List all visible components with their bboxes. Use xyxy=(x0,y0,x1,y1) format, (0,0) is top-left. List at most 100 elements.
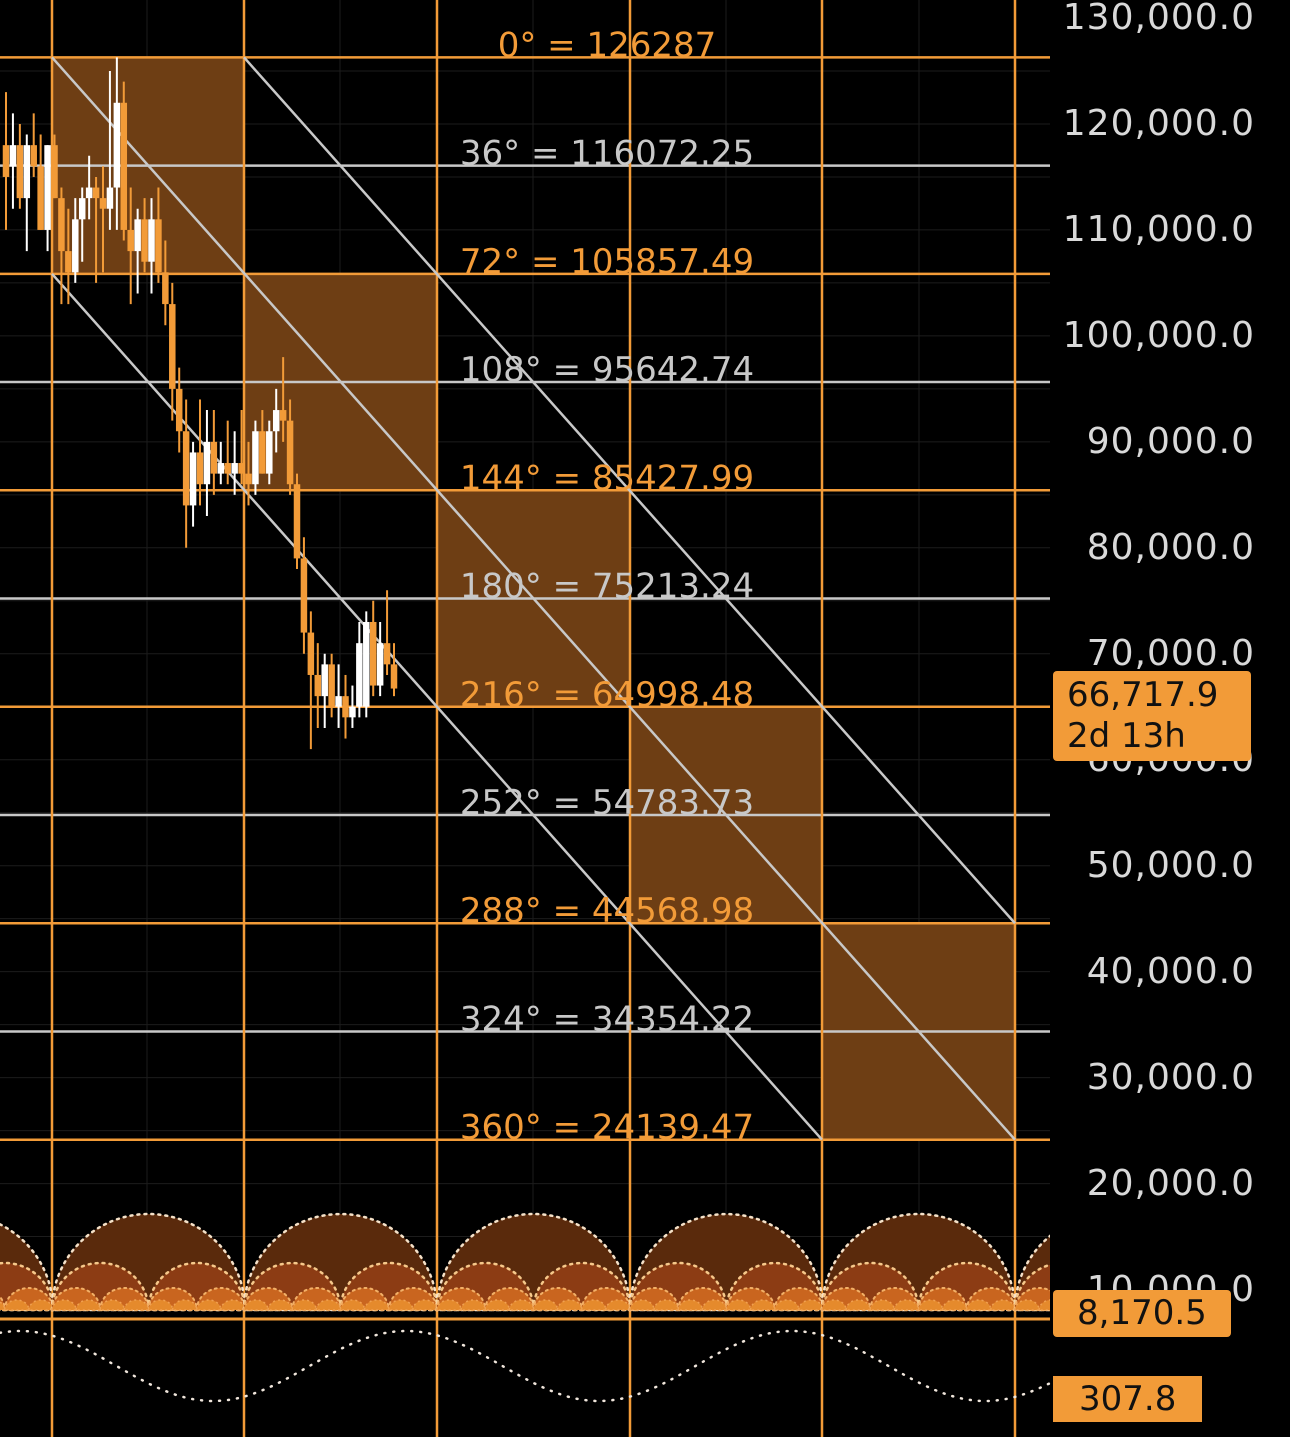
gann-level-label-1: 36° = 116072.25 xyxy=(460,134,754,174)
arc-tiny-4-2 xyxy=(677,1299,704,1311)
candle-body-48 xyxy=(335,696,342,707)
candle-body-20 xyxy=(141,219,148,262)
candle-36 xyxy=(252,420,259,495)
candle-41 xyxy=(286,399,294,495)
candle-38 xyxy=(266,420,273,485)
arc-tiny-1-0 xyxy=(51,1299,77,1311)
candle-30 xyxy=(210,410,218,495)
candle-body-47 xyxy=(328,664,335,707)
candles xyxy=(2,57,398,750)
candle-55 xyxy=(383,590,391,675)
gann-diagonal-0 xyxy=(51,56,1016,1141)
candle-22 xyxy=(155,187,162,283)
y-tick-label: 110,000.0 xyxy=(1062,208,1255,250)
candle-body-43 xyxy=(300,558,308,633)
cycle-wave xyxy=(0,1329,1052,1403)
candle-8 xyxy=(58,187,65,305)
gann-vertical-lines xyxy=(50,0,1017,1437)
candle-body-33 xyxy=(231,463,238,474)
candle-29 xyxy=(203,410,211,517)
arc-tiny-3-0 xyxy=(436,1299,462,1311)
gann-level-label-5: 180° = 75213.24 xyxy=(460,567,754,607)
candle-body-31 xyxy=(217,463,225,474)
candle-4 xyxy=(30,113,37,177)
arc-tiny-2-1 xyxy=(267,1299,294,1311)
candle-body-52 xyxy=(363,621,370,707)
candle-body-17 xyxy=(120,102,128,230)
candle-43 xyxy=(300,537,308,654)
arc-tiny-5-6 xyxy=(965,1299,992,1311)
arc-tiny-0-7 xyxy=(28,1299,54,1311)
candle-body-7 xyxy=(51,145,58,199)
arc-tiny-4-5 xyxy=(749,1299,776,1311)
candle-body-3 xyxy=(23,145,31,199)
candle-6 xyxy=(44,145,51,252)
cycle-arcs xyxy=(0,1212,1050,1312)
gann-level-label-4: 144° = 85427.99 xyxy=(460,458,754,498)
candle-17 xyxy=(120,81,128,241)
candle-body-35 xyxy=(245,473,252,485)
candle-5 xyxy=(37,134,44,230)
candle-body-1 xyxy=(9,145,17,167)
arc-tiny-3-2 xyxy=(484,1299,511,1311)
candle-body-11 xyxy=(78,198,86,220)
candle-body-25 xyxy=(175,388,183,432)
candle-body-5 xyxy=(37,166,44,230)
candle-50 xyxy=(349,685,356,728)
candle-53 xyxy=(369,600,377,697)
arc-tiny-2-5 xyxy=(363,1299,390,1311)
gann-level-label-6: 216° = 64998.48 xyxy=(460,675,754,715)
arc-tiny-4-1 xyxy=(653,1299,680,1311)
candle-body-27 xyxy=(189,452,197,506)
arc-tiny-1-1 xyxy=(75,1299,102,1311)
candle-14 xyxy=(99,166,107,273)
gann-level-label-0: 0° = 126287 xyxy=(498,25,717,65)
arc-tiny-4-4 xyxy=(725,1299,752,1311)
candle-39 xyxy=(272,388,280,453)
arc-tiny-1-4 xyxy=(147,1299,174,1311)
candle-body-23 xyxy=(162,272,169,305)
candle-body-53 xyxy=(369,621,377,686)
y-tick-label: 80,000.0 xyxy=(1086,526,1255,568)
candle-56 xyxy=(390,643,398,697)
candle-body-13 xyxy=(92,187,100,199)
arc-tiny-2-4 xyxy=(339,1299,366,1311)
candle-13 xyxy=(92,176,100,283)
candle-46 xyxy=(321,653,328,728)
candle-18 xyxy=(127,187,134,305)
arc-tiny-1-2 xyxy=(99,1299,126,1311)
candle-body-42 xyxy=(293,484,301,559)
arc-tiny-4-7 xyxy=(798,1299,824,1311)
arc-tiny-3-7 xyxy=(605,1299,631,1311)
y-tick-label: 100,000.0 xyxy=(1062,314,1255,356)
candle-body-45 xyxy=(314,674,322,697)
gann-level-label-9: 324° = 34354.22 xyxy=(460,999,754,1039)
y-tick-label: 70,000.0 xyxy=(1086,632,1255,674)
candle-body-8 xyxy=(58,198,65,252)
candle-34 xyxy=(238,410,245,485)
candle-body-46 xyxy=(321,664,328,697)
candle-body-10 xyxy=(72,219,79,273)
y-tick-label: 120,000.0 xyxy=(1062,102,1255,144)
arc-tiny-0-6 xyxy=(3,1299,30,1311)
candle-body-24 xyxy=(169,304,176,389)
arc-tiny-4-3 xyxy=(701,1299,728,1311)
candle-body-49 xyxy=(342,696,349,718)
candle-49 xyxy=(342,674,349,739)
gann-level-label-8: 288° = 44568.98 xyxy=(460,891,754,931)
candle-42 xyxy=(293,473,301,569)
candle-20 xyxy=(141,198,148,273)
candle-2 xyxy=(16,123,24,209)
candle-body-44 xyxy=(307,632,315,675)
arc-tiny-1-7 xyxy=(220,1299,246,1311)
candle-body-40 xyxy=(279,410,287,421)
arc-tiny-3-1 xyxy=(460,1299,487,1311)
indicator-badge-1: 8,170.5 xyxy=(1053,1290,1231,1337)
candle-24 xyxy=(169,282,176,421)
current-price-value: 66,717.9 xyxy=(1067,675,1219,715)
candle-48 xyxy=(335,664,342,728)
candle-body-6 xyxy=(44,145,51,230)
candle-47 xyxy=(328,653,335,718)
candle-body-28 xyxy=(196,452,204,485)
